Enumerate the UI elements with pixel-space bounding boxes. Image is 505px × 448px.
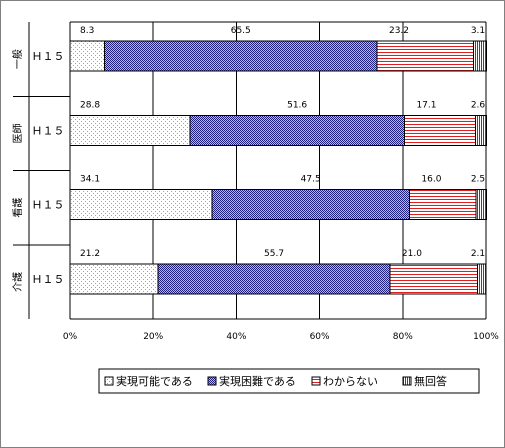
bar-segment: [69, 263, 159, 295]
x-tick-label: 80%: [393, 332, 413, 342]
x-tick-label: 60%: [310, 332, 330, 342]
bar-segment: [104, 40, 378, 72]
bar-segment: [189, 114, 405, 146]
bar-segment: [69, 40, 106, 72]
data-label: 16.0: [421, 175, 441, 185]
x-tick-label: 100%: [473, 332, 499, 342]
legend-swatch: [104, 376, 114, 386]
row-label: Ｈ１５: [32, 124, 65, 137]
bar-segment: [475, 189, 487, 220]
data-label: 51.6: [287, 100, 307, 110]
data-label: 47.5: [301, 175, 321, 185]
data-label: 8.3: [80, 26, 94, 36]
legend-label: 実現可能である: [116, 374, 193, 388]
data-label: 2.5: [471, 175, 485, 185]
bar-segment: [389, 263, 478, 295]
x-tick-label: 0%: [63, 332, 78, 342]
legend-swatch: [207, 376, 217, 386]
data-label: 55.7: [264, 249, 284, 259]
legend-swatch: [311, 376, 321, 386]
bar-segment: [475, 114, 487, 146]
legend-label: わからない: [323, 375, 378, 388]
legend-box: [98, 368, 480, 394]
legend: 実現可能である 実現困難である わからない 無回答: [98, 368, 480, 394]
legend-swatch: [402, 376, 412, 386]
bar-segment: [69, 189, 213, 220]
group-label: 医師: [11, 123, 24, 143]
group-label: 一般: [11, 49, 24, 69]
data-label: 34.1: [80, 175, 100, 185]
bar-segment: [408, 189, 477, 220]
row-label: Ｈ１５: [32, 273, 65, 286]
data-label: 21.0: [402, 249, 422, 259]
bar-segment: [157, 263, 391, 295]
bar-segment: [476, 263, 487, 295]
bar-segment: [376, 40, 475, 72]
group-label: 看護: [11, 198, 24, 218]
row-label: Ｈ１５: [32, 199, 65, 212]
bar-segment: [403, 114, 477, 146]
bar-segment: [69, 114, 191, 146]
group-label: 介護: [11, 272, 24, 292]
data-label: 28.8: [80, 100, 100, 110]
data-label: 17.1: [416, 100, 436, 110]
legend-label: 無回答: [414, 374, 447, 388]
data-label: 23.2: [389, 26, 409, 36]
data-label: 21.2: [80, 249, 100, 259]
data-label: 3.1: [471, 26, 485, 36]
plot-area: 一般 Ｈ１５ 8.3 65.5 23.2 3.1 医師 Ｈ１５ 28.8 51.6 17.1 2.6 看…: [11, 21, 499, 342]
data-label: 2.1: [471, 249, 485, 259]
row-label: Ｈ１５: [32, 50, 65, 63]
legend-label: 実現困難である: [219, 374, 296, 388]
bar-segment: [211, 189, 410, 220]
x-tick-label: 40%: [226, 332, 246, 342]
bar-segment: [473, 40, 487, 72]
x-tick-label: 20%: [143, 332, 163, 342]
data-label: 2.6: [471, 100, 486, 110]
data-label: 65.5: [231, 26, 251, 36]
